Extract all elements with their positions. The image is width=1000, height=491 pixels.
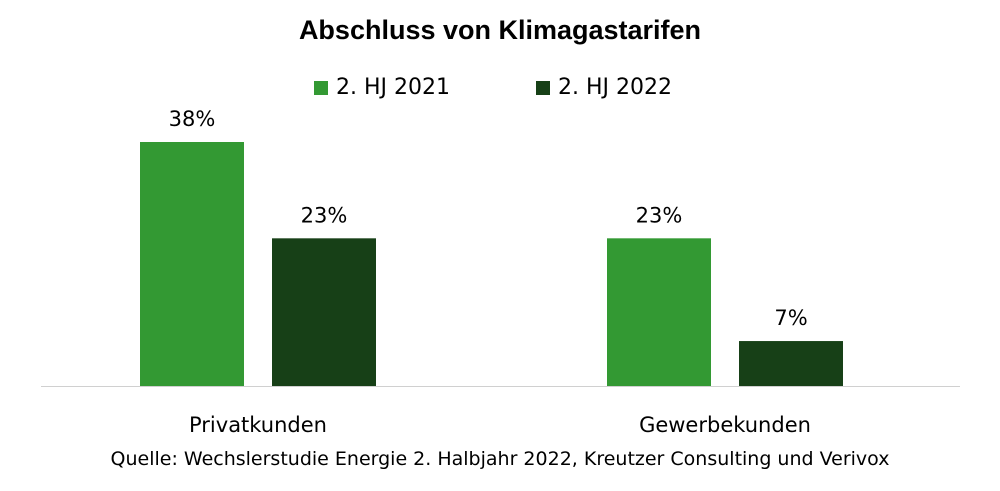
category-label-privatkunden: Privatkunden: [189, 413, 327, 437]
bar-gewerbekunden-1: [739, 341, 843, 386]
legend-item-2021: 2. HJ 2021: [314, 72, 450, 104]
source-note: Quelle: Wechslerstudie Energie 2. Halbja…: [110, 448, 890, 470]
legend-label-2022: 2. HJ 2022: [558, 75, 672, 100]
data-label-privatkunden-0: 38%: [169, 107, 216, 131]
data-label-gewerbekunden-1: 7%: [774, 306, 807, 330]
data-label-gewerbekunden-0: 23%: [636, 203, 683, 227]
legend-label-2021: 2. HJ 2021: [336, 75, 450, 100]
legend-swatch-2022: [536, 81, 550, 95]
category-label-gewerbekunden: Gewerbekunden: [639, 413, 811, 437]
data-label-privatkunden-1: 23%: [301, 203, 348, 227]
bar-gewerbekunden-0: [607, 238, 711, 386]
chart-title: Abschluss von Klimagastarifen: [298, 15, 702, 45]
legend: 2. HJ 2021 2. HJ 2022: [0, 72, 1000, 104]
legend-swatch-2021: [314, 81, 328, 95]
legend-item-2022: 2. HJ 2022: [536, 72, 672, 104]
bar-privatkunden-0: [140, 142, 244, 386]
bar-privatkunden-1: [272, 238, 376, 386]
